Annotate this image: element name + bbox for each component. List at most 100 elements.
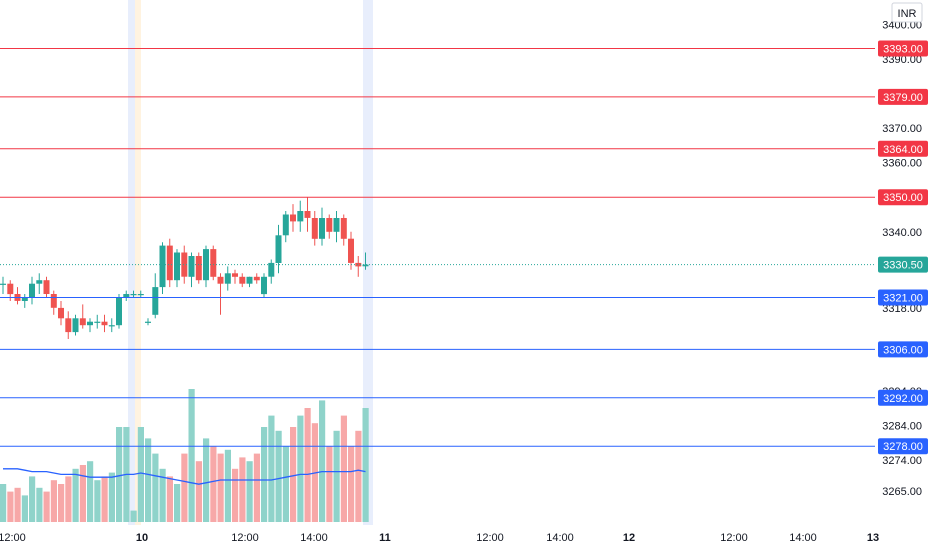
currency-label: INR — [898, 8, 917, 20]
volume-bar — [355, 430, 362, 522]
candle-body — [355, 262, 362, 267]
currency-badge[interactable]: INR — [891, 2, 923, 23]
candle-body — [166, 245, 173, 281]
volume-bar — [239, 457, 246, 522]
candle-body — [319, 218, 325, 239]
candle-body — [43, 280, 50, 294]
candle-body — [304, 211, 311, 218]
candle-body — [130, 294, 137, 296]
candle-body — [217, 276, 224, 284]
candle-body — [203, 249, 209, 281]
price-tick: 3318.00 — [882, 303, 922, 315]
time-tick: 10 — [136, 532, 148, 544]
volume-bar — [275, 430, 282, 522]
time-tick: 14:00 — [300, 532, 328, 544]
volume-bar — [79, 465, 86, 522]
volume-bar — [7, 491, 14, 522]
volume-bar — [340, 415, 347, 522]
level-price-tag[interactable] — [878, 341, 928, 358]
volume-bar — [362, 408, 369, 522]
candle-body — [290, 214, 296, 222]
volume-bar — [94, 480, 101, 522]
volume-bar — [72, 468, 79, 522]
volume-bar — [203, 438, 210, 522]
volume-bar — [14, 487, 21, 522]
volume-bar — [232, 468, 239, 522]
volume-bar — [297, 415, 304, 522]
candle-body — [340, 218, 347, 239]
candle-body — [181, 252, 188, 277]
time-tick: 12 — [623, 532, 635, 544]
volume-bar — [282, 446, 289, 522]
current-price-label: 3330.50 — [883, 260, 923, 272]
candle-body — [145, 321, 151, 323]
candle-body — [282, 214, 289, 236]
level-price-tag[interactable] — [878, 438, 928, 455]
candle-body — [116, 297, 122, 326]
horizontal-levels[interactable] — [0, 48, 875, 447]
volume-bar — [304, 408, 311, 522]
volume-bar — [217, 453, 224, 522]
time-tick: 12:00 — [0, 532, 26, 544]
candle-body — [174, 252, 180, 281]
level-price-label: 3350.00 — [883, 192, 923, 204]
candle-body — [29, 283, 35, 298]
level-price-tag[interactable] — [878, 40, 928, 57]
level-price-tag[interactable] — [878, 289, 928, 306]
volume-bar — [58, 484, 65, 522]
candle-body — [232, 273, 238, 277]
volume-bar — [290, 427, 297, 522]
level-price-label: 3364.00 — [883, 144, 923, 156]
candle-body — [21, 297, 28, 301]
level-price-tag[interactable] — [878, 389, 928, 406]
volume-bar — [87, 461, 94, 522]
time-tick: 13 — [867, 532, 879, 544]
price-tick: 3284.00 — [882, 421, 922, 433]
candle-body — [72, 318, 79, 333]
candle-body — [195, 256, 202, 281]
chart-background — [128, 0, 373, 525]
volume-bar — [108, 472, 115, 522]
volume-ma-line — [3, 468, 366, 485]
candle-body — [275, 235, 282, 263]
session-highlight — [128, 0, 135, 525]
volume-bar — [268, 415, 275, 522]
level-labels: 3393.00 3379.00 3364.00 3350.00 3321.00 3306.… — [878, 40, 928, 455]
candle-body — [261, 276, 267, 295]
candle-body — [253, 276, 260, 281]
level-price-tag[interactable] — [878, 189, 928, 206]
volume-bar — [21, 495, 28, 522]
time-tick: 12:00 — [476, 532, 504, 544]
candle-body — [108, 325, 115, 327]
candle-body — [65, 318, 72, 333]
level-price-tag[interactable] — [878, 140, 928, 157]
candle-body — [87, 321, 93, 326]
level-price-label: 3379.00 — [883, 92, 923, 104]
level-price-label: 3292.00 — [883, 393, 923, 405]
session-highlight — [135, 0, 141, 525]
session-highlight — [363, 0, 373, 525]
candle-body — [297, 211, 304, 222]
candle-body — [348, 238, 354, 263]
level-price-tag[interactable] — [878, 88, 928, 105]
candle-body — [326, 218, 333, 232]
volume-bar — [152, 453, 159, 522]
price-tick: 3274.00 — [882, 455, 922, 467]
volume-bar — [166, 476, 173, 522]
price-scale-ticks: 3400.003390.003370.003360.003340.003318.… — [882, 19, 922, 498]
volume-bar — [224, 449, 231, 522]
volume-bar — [43, 491, 50, 522]
volume-bar — [145, 438, 152, 522]
time-tick: 12:00 — [720, 532, 748, 544]
candle-body — [362, 264, 369, 267]
time-axis[interactable] — [0, 525, 932, 550]
price-tick: 3370.00 — [882, 123, 922, 135]
candle-body — [137, 294, 144, 296]
volume-bar — [137, 427, 144, 522]
price-tick: 3340.00 — [882, 227, 922, 239]
candle-body — [36, 280, 43, 284]
volume-bar — [333, 430, 340, 522]
current-price-tag — [878, 256, 928, 273]
candle-body — [246, 276, 253, 284]
